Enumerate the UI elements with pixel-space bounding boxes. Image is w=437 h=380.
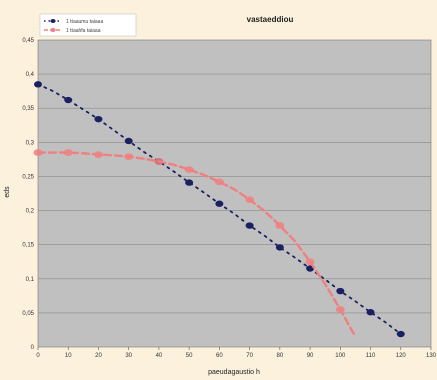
data-point [154,158,164,165]
y-tick-label: 0,35 [22,106,34,112]
data-point [214,178,224,186]
data-point [335,306,345,313]
y-tick-label: 0 [31,345,35,351]
legend: 1 ttaaumu taiaaa 1 ttaahfa taiaaa [39,13,137,37]
series-line [36,151,357,338]
data-point [185,179,194,186]
y-tick-label: 0,2 [26,209,35,215]
y-tick-label: 0,45 [22,38,34,44]
legend-box [39,13,137,37]
grid [38,73,431,314]
chart-title: vastaeddiou [247,15,294,24]
data-point [94,115,103,123]
legend-label: 1 ttaahfa taiaaa [66,28,101,34]
data-point [275,244,284,251]
series-layer [33,81,405,338]
x-tick-label: 110 [366,353,376,359]
data-point [34,81,42,88]
legend-swatch-marker [50,19,56,23]
x-tick-label: 60 [216,353,223,359]
y-tick-label: 0,15 [22,243,34,249]
y-tick-label: 0,4 [26,72,35,78]
legend-label: 1 ttaaumu taiaaa [66,19,103,25]
y-tick-label: 0,25 [22,174,34,180]
x-tick-label: 80 [277,353,284,359]
data-point [64,96,73,104]
legend-swatch-marker [50,28,56,32]
data-point [396,330,405,338]
x-tick-label: 50 [186,353,193,359]
data-point [245,222,254,229]
data-point [184,166,194,174]
y-axis-label: eds [4,186,11,198]
x-tick-label: 120 [396,353,407,359]
x-axis-label: paeudagaustio h [208,369,260,376]
data-point [93,151,103,159]
plot-area [37,39,432,348]
x-tick-label: 130 [426,353,437,359]
data-point [305,258,315,266]
data-point [275,222,285,229]
data-point [245,196,255,204]
y-tick-label: 0,05 [22,311,34,317]
y-tick-label: 0,1 [26,277,35,283]
data-point [366,309,375,316]
y-tick-label: 0,3 [26,140,35,146]
data-point [215,200,224,207]
x-tick-label: 30 [125,353,132,359]
x-tick-label: 20 [95,353,102,359]
x-tick-label: 100 [335,353,346,359]
series-2 [33,149,357,338]
x-tick-label: 70 [246,353,253,359]
data-point [124,153,134,161]
x-tick-label: 0 [36,353,40,359]
data-point [63,149,73,156]
x-tick-label: 10 [65,353,72,359]
data-point [124,137,133,145]
data-point [33,149,43,156]
x-tick-label: 40 [156,353,163,359]
data-point [306,265,315,272]
data-point [336,287,345,295]
x-tick-label: 90 [307,353,314,359]
axes: 0 0,05 0,1 0,15 0,2 0,25 0,3 0,35 0,4 0,45 0 10 20 30… [22,38,436,359]
